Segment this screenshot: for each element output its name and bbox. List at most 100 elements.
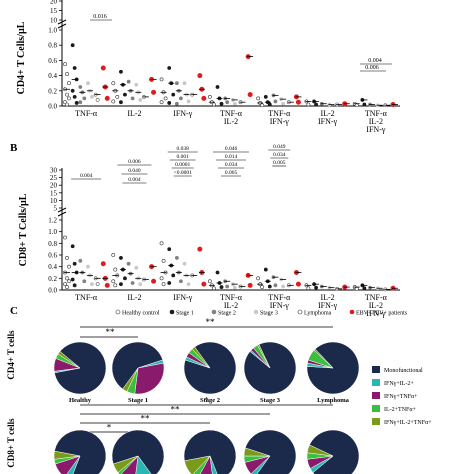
data-point-stage-1 [70,43,75,48]
data-point-stage-1 [362,102,367,107]
category-label-line: IL-2 [224,117,238,126]
legend-label: Stage 1 [176,311,194,317]
panel-a-axis-break [57,23,67,29]
category-label: IL-2 [127,109,141,118]
data-point-stage-2 [130,281,135,285]
cd4-pie-healthy-slice [54,341,107,395]
category-label: IL-2 IFN-γ [318,293,338,310]
significance-marker: ** [141,414,151,424]
legend-marker [211,309,217,315]
category-label: TNF-α [75,293,98,302]
p-value: 0.004 [368,58,382,64]
panel-b-axis-break [57,211,67,217]
data-point-stage-1 [119,282,123,287]
data-point-healthy-control [63,62,67,67]
legend-marker [297,309,303,315]
data-point-stage-1 [119,69,123,74]
data-point-stage-2 [174,101,179,106]
data-point-lymphoma [95,98,100,102]
category-label: TNF-α IL-2 IFN-γ [365,293,388,318]
legend-swatch [372,379,380,386]
data-point-stage-3 [90,94,94,99]
data-point-healthy-control [67,279,71,284]
data-point-stage-2 [78,258,83,263]
y-tick-label: 15 [50,7,58,15]
y-tick-label: 20 [50,0,58,6]
cd4-pie-stage-2-slice [191,346,211,369]
category-label-line: TNF-α [268,109,291,118]
category-label: TNF-α IL-2 [220,109,243,126]
data-point-healthy-control [65,285,69,289]
cd8-pie-stage-1-slice [111,429,165,474]
category-label-line: TNF-α [220,109,243,118]
cd8-pie-healthy-slice [66,455,81,474]
panel-b-annotations: 0.004 0.006 0.040 0.004 0.038 0.001 0.0001 <0.0… [71,144,291,184]
data-point-ebv-hiv-patients [100,261,106,267]
data-point-stage-1 [171,273,176,278]
category-label-line: IFN-γ [318,117,338,126]
data-point-ebv-hiv-patients [247,92,253,98]
data-point-healthy-control [115,94,120,99]
data-point-stage-1 [219,285,224,289]
data-point-stage-1 [263,94,268,99]
category-label: IFN-γ [173,109,193,118]
cd8-pie-lymphoma-slice [309,429,360,474]
data-point-stage-1 [314,102,318,107]
data-point-healthy-control [159,241,164,246]
data-point-healthy-control [161,282,166,287]
data-point-stage-2 [174,81,179,86]
cd8-pie-stage-2-slice [184,455,211,474]
data-point-stage-2 [82,279,87,284]
category-label-line: IFN-γ [270,117,290,126]
category-label: TNF-α [75,109,98,118]
category-label-line: IFN-γ [366,125,386,134]
legend-swatch [372,392,380,399]
data-point-stage-1 [215,85,220,89]
cd8-pie-stage-3-slice [244,429,297,474]
significance-marker: * [204,396,209,406]
category-label: IL-2 [127,293,141,302]
cd8-pie-stage-2-slice [183,429,237,474]
data-point-stage-3 [186,282,191,287]
data-point-lymphoma [95,282,100,287]
data-point-stage-2 [178,279,183,284]
data-point-healthy-control [260,103,265,108]
significance-marker: * [107,423,112,433]
data-point-ebv-hiv-patients [151,278,157,284]
data-point-stage-1 [167,66,172,70]
cd4-pies [53,341,360,395]
p-value: 0.034 [225,162,238,168]
cd8-pies [53,429,360,474]
data-point-healthy-control [207,279,212,284]
y-tick-label: 30 [50,167,58,175]
data-point-stage-1 [167,281,172,285]
data-point-healthy-control [211,102,216,107]
data-point-stage-3 [134,82,139,87]
data-point-healthy-control [63,235,67,240]
category-label: TNF-α IL-2 IFN-γ [365,109,388,134]
p-value: 0.040 [128,168,141,174]
data-point-stage-3 [90,282,94,287]
category-label-line: IL-2 [369,117,383,126]
data-point-stage-1 [167,247,172,252]
y-tick-label: 0.6 [48,252,57,260]
data-point-stage-3 [186,99,191,104]
data-point-stage-1 [72,261,77,266]
data-point-healthy-control [161,258,166,263]
y-tick-label: 10 [50,197,58,205]
legend-label: Stage 2 [218,311,236,317]
cd4-pie-healthy-slice [57,351,81,369]
data-point-stage-1 [123,276,127,281]
data-point-stage-2 [273,283,278,288]
legend-label: IL-2+TNFα+ [384,407,417,413]
data-point-stage-1 [123,92,127,97]
data-point-stage-1 [263,267,268,272]
data-point-stage-2 [178,96,183,101]
data-point-stage-3 [86,81,90,86]
pie-group-labels: Healthy Stage 1 Stage 2 Stage 3 Lymphoma [69,397,350,404]
data-point-healthy-control [111,99,116,104]
y-tick-label: 0.0 [48,287,57,295]
data-point-healthy-control [67,81,71,86]
